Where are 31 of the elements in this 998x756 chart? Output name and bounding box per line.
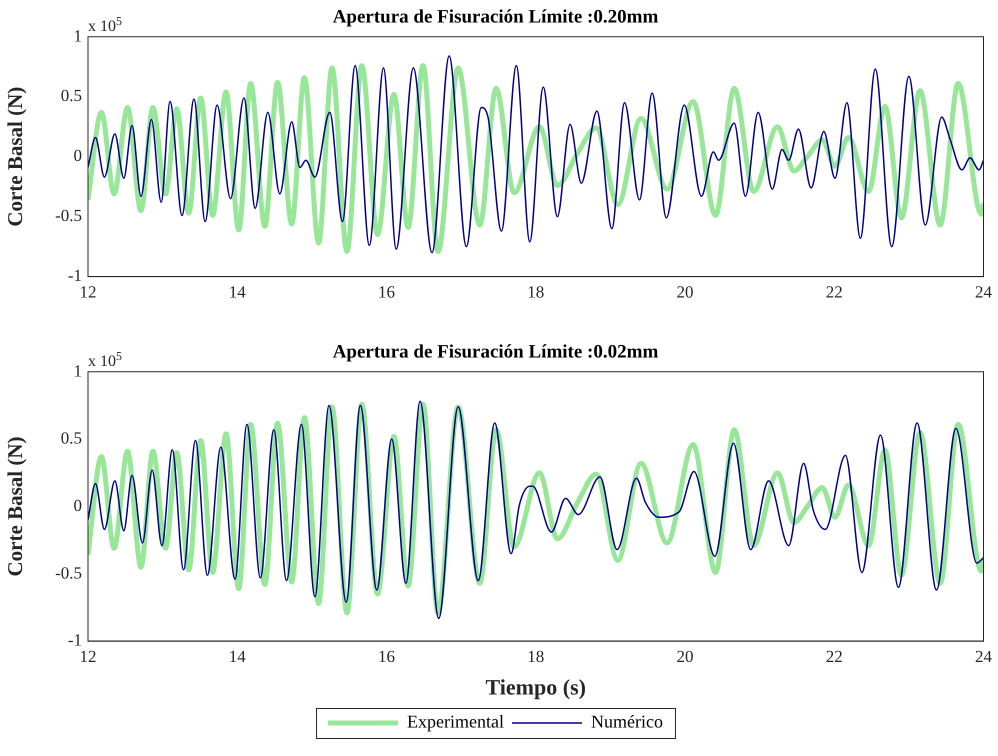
legend-label: Experimental	[407, 712, 504, 732]
chart-title: Apertura de Fisuración Límite :0.02mm	[332, 341, 658, 362]
x-tick-label: 16	[378, 646, 395, 666]
x-tick-label: 20	[676, 646, 694, 666]
x-tick-label: 22	[826, 646, 843, 666]
y-tick-label: -0.5	[55, 206, 82, 226]
x-tick-label: 16	[378, 282, 395, 302]
y-tick-label: -1	[68, 630, 82, 650]
y-axis-title: Corte Basal (N)	[3, 86, 28, 227]
x-tick-label: 12	[80, 646, 96, 666]
x-tick-label: 24	[975, 282, 992, 302]
legend-label: Numérico	[590, 712, 663, 732]
y-tick-label: 0.5	[60, 428, 82, 448]
y-tick-label: 0	[74, 146, 82, 166]
y-tick-label: 0	[74, 496, 82, 515]
x-tick-label: 12	[80, 282, 96, 302]
x-tick-label: 14	[228, 282, 246, 302]
y-tick-label: 1	[74, 26, 82, 46]
x-tick-label: 18	[527, 646, 544, 666]
x-tick-label: 14	[228, 646, 246, 666]
x-tick-label: 18	[527, 282, 544, 302]
y-tick-label: 1	[74, 361, 82, 380]
x-tick-label: 24	[975, 646, 992, 666]
chart-title: Apertura de Fisuración Límite :0.20mm	[332, 6, 658, 28]
y-tick-label: -1	[68, 266, 82, 286]
x-tick-label: 22	[826, 282, 843, 302]
y-axis-title: Corte Basal (N)	[3, 436, 28, 576]
x-axis-title: Tiempo (s)	[486, 674, 586, 700]
x-tick-label: 20	[676, 282, 694, 302]
y-tick-label: 0.5	[60, 86, 82, 106]
y-tick-label: -0.5	[55, 563, 82, 582]
